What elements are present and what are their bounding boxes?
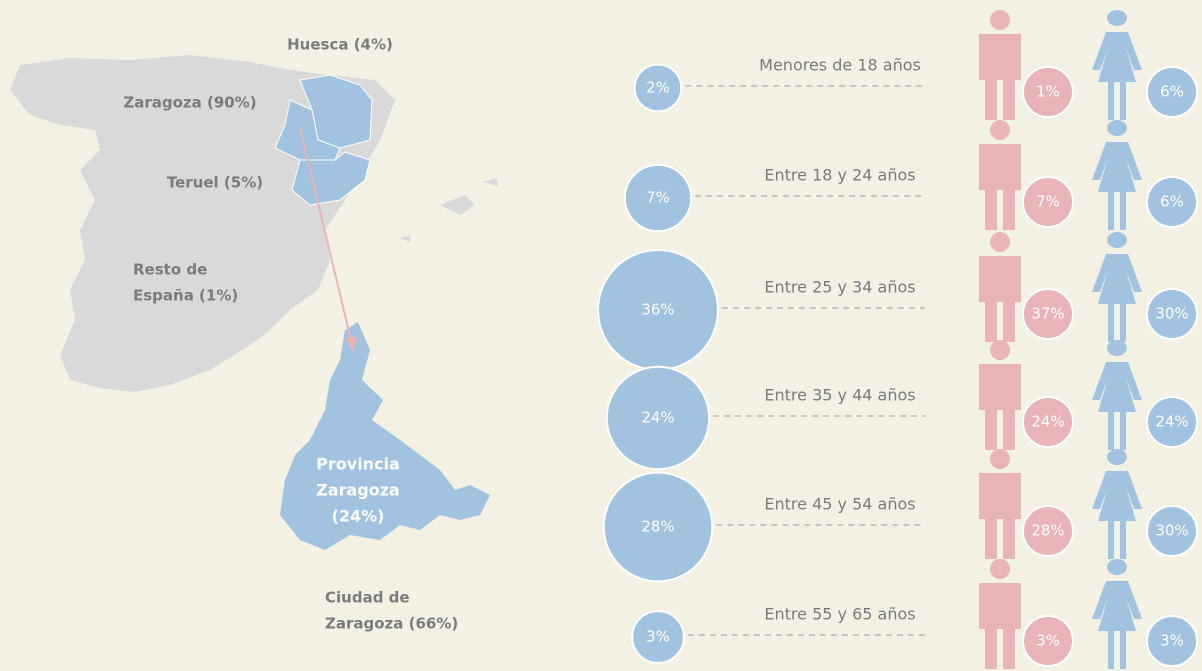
map-label: Zaragoza (66%) <box>325 615 458 633</box>
men-circle <box>1022 176 1074 228</box>
island <box>440 195 475 215</box>
man-icon <box>979 232 1021 342</box>
total-bubble <box>631 610 685 664</box>
woman-icon <box>1092 120 1142 230</box>
men-label: 28% <box>1031 522 1064 540</box>
man-icon <box>979 340 1021 450</box>
map-labels: Huesca (4%) Zaragoza (90%) Teruel (5%) Rest… <box>123 36 458 633</box>
men-circle <box>1022 396 1074 448</box>
men-circle <box>1022 615 1074 667</box>
women-circle <box>1146 288 1198 340</box>
man-icon <box>979 120 1021 230</box>
men-label: 24% <box>1031 413 1064 431</box>
island <box>400 235 410 242</box>
age-rows: 2% Menores de 18 años 1% 6% 7% Entre 18 y 24 … <box>597 10 1198 669</box>
map-label: Zaragoza (90%) <box>123 94 256 112</box>
map-label: Resto de <box>133 261 207 279</box>
total-label: 7% <box>646 189 670 207</box>
age-label: Entre 55 y 65 años <box>764 605 915 624</box>
map-label: España (1%) <box>133 287 238 305</box>
total-label: 2% <box>646 79 670 97</box>
women-circle <box>1146 505 1198 557</box>
provincia-zaragoza <box>280 322 490 550</box>
map-label: Zaragoza <box>316 481 400 500</box>
age-label: Entre 18 y 24 años <box>764 166 915 185</box>
man-icon <box>979 10 1021 120</box>
women-circle <box>1146 66 1198 118</box>
men-circle <box>1022 288 1074 340</box>
total-bubble <box>605 365 711 471</box>
map-label: Huesca (4%) <box>287 36 393 54</box>
total-label: 24% <box>641 409 674 427</box>
age-label: Entre 45 y 54 años <box>764 495 915 514</box>
island <box>483 178 498 186</box>
map <box>10 55 498 550</box>
total-label: 3% <box>646 628 670 646</box>
men-circle <box>1022 66 1074 118</box>
women-label: 6% <box>1160 83 1184 101</box>
woman-icon <box>1092 449 1142 559</box>
women-circle <box>1146 176 1198 228</box>
aragon-teruel <box>291 151 371 206</box>
woman-icon <box>1092 340 1142 450</box>
woman-icon <box>1092 232 1142 342</box>
men-label: 7% <box>1036 193 1060 211</box>
total-label: 28% <box>641 518 674 536</box>
arrow-head <box>345 337 358 352</box>
age-label: Entre 35 y 44 años <box>764 386 915 405</box>
map-label: (24%) <box>332 507 385 526</box>
total-bubble <box>623 163 693 233</box>
age-label: Entre 25 y 34 años <box>764 278 915 297</box>
women-label: 3% <box>1160 632 1184 650</box>
total-label: 36% <box>641 301 674 319</box>
women-circle <box>1146 396 1198 448</box>
age-label: Menores de 18 años <box>759 56 921 75</box>
man-icon <box>979 559 1021 669</box>
arrow-line <box>299 127 352 341</box>
total-bubble <box>633 63 683 113</box>
map-label: Ciudad de <box>325 589 410 607</box>
men-label: 37% <box>1031 305 1064 323</box>
map-label: Provincia <box>316 455 400 474</box>
women-label: 30% <box>1155 305 1188 323</box>
woman-icon <box>1092 559 1142 669</box>
men-label: 1% <box>1036 83 1060 101</box>
man-icon <box>979 449 1021 559</box>
total-bubble <box>602 471 714 583</box>
women-circle <box>1146 615 1198 667</box>
woman-icon <box>1092 10 1142 120</box>
map-label: Teruel (5%) <box>167 174 263 192</box>
women-label: 30% <box>1155 522 1188 540</box>
men-circle <box>1022 505 1074 557</box>
women-label: 24% <box>1155 413 1188 431</box>
women-label: 6% <box>1160 193 1184 211</box>
men-label: 3% <box>1036 632 1060 650</box>
